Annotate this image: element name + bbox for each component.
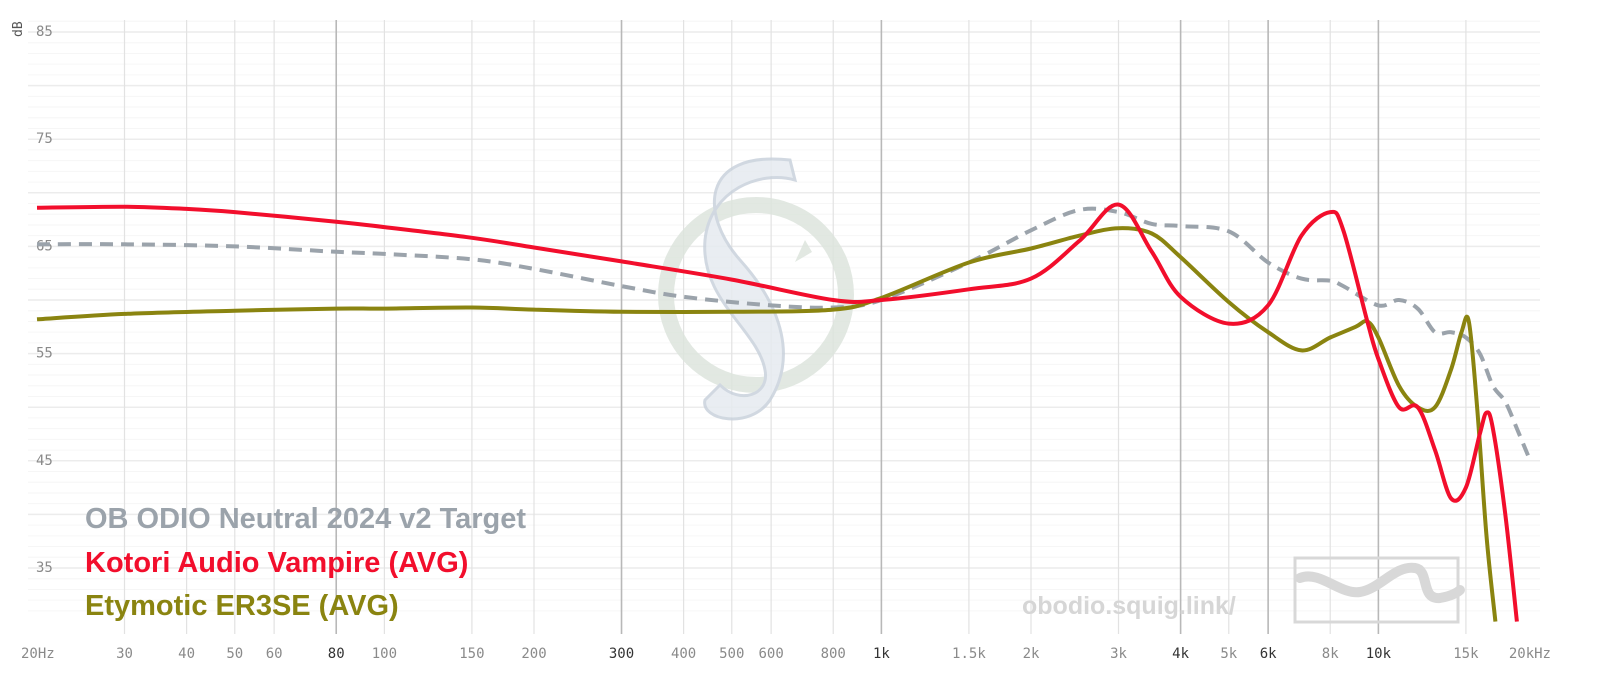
x-tick-label: 30 xyxy=(116,646,133,662)
x-tick-label: 100 xyxy=(372,646,397,662)
y-tick-label: 85 xyxy=(36,24,53,40)
x-tick-label: 150 xyxy=(459,646,484,662)
x-tick-label: 300 xyxy=(609,646,634,662)
x-tick-label: 3k xyxy=(1110,646,1127,662)
series-line-etymotic-er3se[interactable] xyxy=(36,226,1498,622)
x-tick-label: 50 xyxy=(226,646,243,662)
x-tick-label: 60 xyxy=(266,646,283,662)
x-tick-label: 20kHz xyxy=(1509,646,1551,662)
x-tick-label: 500 xyxy=(719,646,744,662)
x-tick-label: 5k xyxy=(1220,646,1237,662)
legend-entry[interactable]: OB ODIO Neutral 2024 v2 Target xyxy=(85,503,526,535)
x-tick-label: 8k xyxy=(1322,646,1339,662)
series-group xyxy=(36,202,1530,622)
watermark-url-text: obodio.squig.link/ xyxy=(1022,592,1236,620)
x-tick-label: 80 xyxy=(328,646,345,662)
x-tick-label: 15k xyxy=(1453,646,1479,662)
y-tick-label: 35 xyxy=(36,560,53,576)
legend-entry[interactable]: Etymotic ER3SE (AVG) xyxy=(85,590,399,622)
series-line-kotori-vampire[interactable] xyxy=(36,202,1519,622)
corner-logo-watermark xyxy=(1293,556,1465,624)
x-tick-label: 800 xyxy=(821,646,846,662)
x-tick-label: 400 xyxy=(671,646,696,662)
x-tick-label: 6k xyxy=(1260,646,1277,662)
url-watermark: obodio.squig.link/ xyxy=(1022,592,1236,620)
x-tick-label: 10k xyxy=(1366,646,1392,662)
y-unit-label: dB xyxy=(11,21,26,37)
y-tick-label: 65 xyxy=(36,238,53,254)
x-tick-label: 4k xyxy=(1172,646,1189,662)
x-tick-label: 1k xyxy=(873,646,890,662)
y-tick-label: 45 xyxy=(36,453,53,469)
x-tick-label: 2k xyxy=(1023,646,1040,662)
y-tick-label: 75 xyxy=(36,131,53,147)
x-tick-label: 1.5k xyxy=(952,646,986,662)
x-tick-label: 40 xyxy=(178,646,195,662)
x-tick-label: 600 xyxy=(758,646,783,662)
y-tick-label: 55 xyxy=(36,346,53,362)
series-line-target[interactable] xyxy=(36,206,1530,457)
x-tick-label: 20Hz xyxy=(21,646,55,662)
x-tick-label: 200 xyxy=(521,646,546,662)
legend: OB ODIO Neutral 2024 v2 Target Kotori Aud… xyxy=(85,503,526,622)
legend-entry[interactable]: Kotori Audio Vampire (AVG) xyxy=(85,547,468,579)
